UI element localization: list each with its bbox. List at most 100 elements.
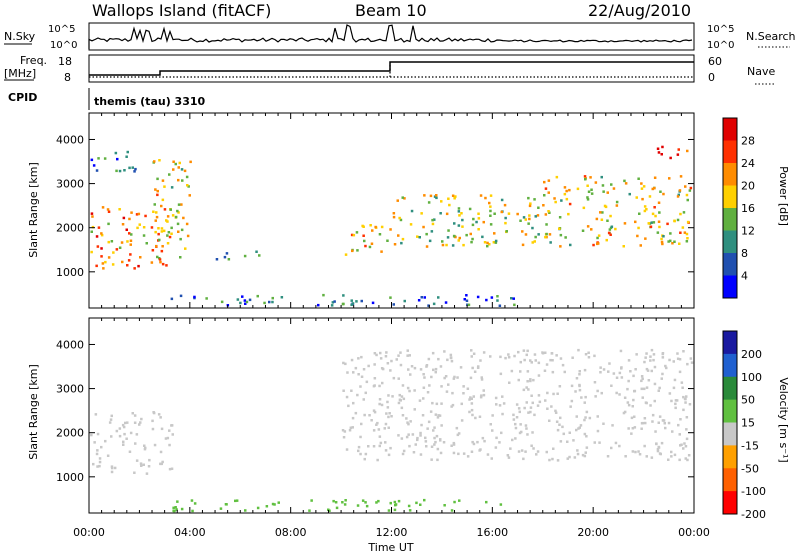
- data-cell: [160, 462, 163, 466]
- data-cell: [656, 147, 660, 150]
- data-cell: [131, 412, 134, 415]
- data-cell: [365, 380, 369, 384]
- data-cell: [361, 499, 365, 502]
- data-cell: [679, 212, 682, 216]
- colorbar-tick-label: 20: [741, 180, 755, 193]
- data-cell: [466, 303, 469, 306]
- colorbar-tick-label: 16: [741, 202, 755, 215]
- data-cell: [654, 430, 657, 433]
- data-cell: [480, 378, 484, 381]
- data-cell: [395, 358, 398, 361]
- data-cell: [504, 216, 507, 220]
- data-cell: [671, 242, 674, 245]
- data-cell: [106, 454, 110, 457]
- data-cell: [166, 215, 170, 218]
- colorbar-segment: [723, 185, 737, 209]
- data-cell: [546, 407, 549, 410]
- data-cell: [356, 393, 359, 397]
- data-cell: [442, 441, 446, 444]
- data-cell: [565, 189, 568, 193]
- colorbar-segment: [723, 331, 737, 355]
- data-cell: [435, 194, 438, 197]
- data-cell: [479, 395, 483, 399]
- data-cell: [657, 389, 660, 392]
- data-cell: [180, 203, 183, 206]
- data-cell: [470, 397, 473, 400]
- data-cell: [349, 426, 353, 429]
- data-cell: [107, 210, 111, 213]
- data-cell: [122, 440, 125, 444]
- data-cell: [174, 215, 178, 219]
- data-cell: [405, 417, 408, 420]
- data-cell: [450, 405, 453, 408]
- data-cell: [686, 458, 689, 462]
- data-cell: [600, 218, 604, 221]
- data-cell: [101, 262, 105, 265]
- data-cell: [139, 462, 143, 465]
- data-cell: [153, 443, 157, 447]
- data-cell: [112, 251, 115, 254]
- data-cell: [585, 410, 589, 414]
- data-cell: [375, 423, 378, 426]
- data-cell: [413, 366, 417, 370]
- data-cell: [610, 225, 614, 228]
- data-cell: [524, 218, 527, 221]
- data-cell: [583, 418, 586, 422]
- data-cell: [568, 455, 571, 459]
- data-cell: [344, 253, 348, 256]
- data-cell: [402, 449, 406, 453]
- data-cell: [668, 358, 671, 362]
- data-cell: [172, 160, 175, 163]
- data-cell: [436, 447, 440, 451]
- data-cell: [409, 420, 412, 423]
- data-cell: [158, 258, 162, 261]
- data-cell: [479, 448, 482, 451]
- data-cell: [660, 153, 663, 156]
- data-cell: [130, 211, 133, 214]
- data-cell: [439, 439, 442, 442]
- data-cell: [472, 217, 475, 221]
- data-cell: [602, 422, 605, 425]
- data-cell: [155, 244, 158, 248]
- data-cell: [332, 499, 335, 503]
- data-cell: [431, 218, 434, 222]
- data-cell: [646, 369, 650, 372]
- data-cell: [157, 232, 160, 236]
- data-cell: [424, 436, 427, 440]
- data-cell: [634, 368, 637, 371]
- data-cell: [533, 413, 536, 417]
- data-cell: [360, 299, 363, 303]
- data-cell: [626, 401, 630, 404]
- data-cell: [440, 402, 443, 405]
- data-cell: [160, 249, 164, 253]
- data-cell: [554, 409, 557, 413]
- y-tick-label: 2000: [56, 222, 84, 235]
- data-cell: [544, 213, 548, 216]
- data-cell: [435, 402, 439, 406]
- data-cell: [494, 396, 498, 400]
- data-cell: [244, 509, 247, 512]
- data-cell: [537, 394, 541, 397]
- data-cell: [532, 378, 535, 382]
- data-cell: [645, 455, 648, 458]
- data-cell: [618, 371, 622, 375]
- data-cell: [356, 504, 360, 507]
- data-cell: [525, 353, 528, 357]
- data-cell: [405, 435, 409, 439]
- data-cell: [322, 293, 325, 297]
- data-cell: [644, 401, 648, 404]
- data-cell: [100, 233, 104, 237]
- data-cell: [368, 245, 372, 249]
- data-cell: [623, 222, 627, 225]
- data-cell: [406, 354, 409, 357]
- data-cell: [445, 243, 448, 247]
- data-cell: [553, 197, 556, 200]
- data-cell: [423, 498, 426, 502]
- data-cell: [679, 444, 682, 447]
- data-cell: [398, 393, 401, 397]
- data-cell: [407, 433, 410, 436]
- data-cell: [680, 443, 683, 446]
- data-cell: [685, 232, 689, 236]
- data-cell: [177, 203, 181, 206]
- data-cell: [561, 363, 565, 367]
